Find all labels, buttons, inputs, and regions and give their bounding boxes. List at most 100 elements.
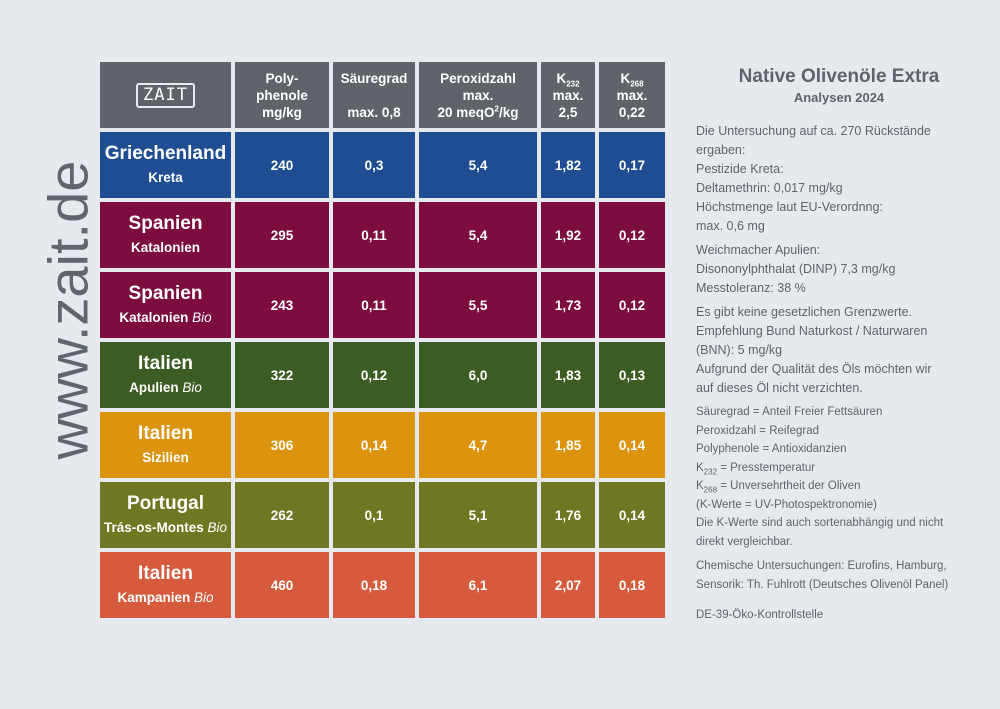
country-name: Griechenland — [104, 143, 227, 164]
bio-label: Bio — [194, 590, 214, 605]
header-peroxidzahl: Peroxidzahl max. 20 meqO2/kg — [419, 62, 537, 128]
analysis-table: ZAIT Poly- phenole mg/kg Säuregrad max. … — [96, 58, 669, 622]
legend-line: direkt vergleichbar. — [696, 535, 793, 548]
text-line: Weichmacher Apulien: — [696, 243, 821, 257]
control-body: DE-39-Öko-Kontrollstelle — [696, 609, 824, 621]
bio-label: Bio — [192, 310, 212, 325]
value-cell: 322 — [235, 342, 329, 408]
value-cell: 0,17 — [599, 132, 665, 198]
region-label: Katalonien Bio — [100, 309, 231, 327]
country-cell: Italien Sizilien — [100, 412, 231, 478]
legend-line: Polyphenole = Antioxidanzien — [696, 443, 847, 455]
value-cell: 0,18 — [599, 552, 665, 618]
country-name: Spanien — [128, 213, 203, 234]
value-cell: 0,12 — [599, 272, 665, 338]
text-line: max. 0,6 mg — [696, 219, 765, 233]
region-name: Katalonien — [119, 310, 189, 325]
country-cell: Portugal Trás-os-Montes Bio — [100, 482, 231, 548]
table-row: Italien Apulien Bio 322 0,12 6,0 1,83 0,13 — [100, 342, 665, 408]
region-name: Sizilien — [142, 450, 189, 465]
value-cell: 6,0 — [419, 342, 537, 408]
text-line: Es gibt keine gesetzlichen Grenzwerte. — [696, 305, 913, 319]
header-text: Peroxidzahl — [440, 70, 516, 86]
legend-line: Peroxidzahl = Reifegrad — [696, 424, 820, 437]
header-superscript: 2 — [494, 104, 499, 113]
logo-cell: ZAIT — [100, 62, 231, 128]
legend-text: = Presstemperatur — [717, 461, 816, 474]
info-panel: Native Olivenöle Extra Analysen 2024 Die… — [696, 64, 982, 631]
value-cell: 5,4 — [419, 132, 537, 198]
value-cell: 5,4 — [419, 202, 537, 268]
legend-text: = Unversehrtheit der Oliven — [717, 480, 861, 492]
bio-label: Bio — [207, 520, 228, 535]
value-cell: 0,14 — [333, 412, 415, 478]
header-polyphenole: Poly- phenole mg/kg — [235, 62, 329, 128]
value-cell: 0,14 — [599, 482, 665, 548]
text-line: ergaben: — [696, 143, 746, 157]
legend-paragraph: Säuregrad = Anteil Freier Fettsäuren Per… — [696, 403, 982, 551]
header-text: K — [556, 70, 567, 86]
text-line: auf dieses Öl nicht verzichten. — [696, 381, 863, 395]
country-name: Italien — [138, 563, 193, 584]
table-row: Spanien Katalonien Bio 243 0,11 5,5 1,73 0,12 — [100, 272, 665, 338]
header-text: 20 meqO — [437, 104, 495, 120]
value-cell: 240 — [235, 132, 329, 198]
value-cell: 0,18 — [333, 552, 415, 618]
value-cell: 0,12 — [599, 202, 665, 268]
value-cell: 1,83 — [541, 342, 595, 408]
header-k268: K268 max. 0,22 — [599, 62, 665, 128]
value-cell: 262 — [235, 482, 329, 548]
value-cell: 1,85 — [541, 412, 595, 478]
header-text: K268 — [599, 70, 665, 89]
table-row: Portugal Trás-os-Montes Bio 262 0,1 5,1 1,76 0… — [100, 482, 665, 548]
country-name: Spanien — [128, 283, 203, 304]
limits-paragraph: Es gibt keine gesetzlichen Grenzwerte. E… — [696, 303, 982, 398]
residue-paragraph: Die Untersuchung auf ca. 270 Rückstände … — [696, 122, 982, 236]
table-body: Griechenland Kreta 240 0,3 5,4 1,82 0,17 Spanie… — [100, 132, 665, 618]
value-cell: 1,92 — [541, 202, 595, 268]
text-line: Messtoleranz: 38 % — [696, 281, 806, 295]
value-cell: 4,7 — [419, 412, 537, 478]
text-line: Höchstmenge laut EU-Verordnng: — [696, 200, 883, 214]
legend-subscript: 268 — [703, 485, 718, 495]
value-cell: 0,11 — [333, 272, 415, 338]
header-text: 20 meqO2/kg — [419, 104, 537, 121]
region-name: Kreta — [148, 170, 183, 185]
plasticizer-paragraph: Weichmacher Apulien: Disononylphthalat (… — [696, 241, 982, 298]
panel-subtitle: Analysen 2024 — [793, 90, 885, 105]
value-cell: 2,07 — [541, 552, 595, 618]
region-name: Kampanien — [117, 590, 191, 605]
table-row: Italien Kampanien Bio 460 0,18 6,1 2,07 0,18 — [100, 552, 665, 618]
header-subscript: 232 — [566, 79, 580, 89]
header-text: mg/kg — [262, 104, 302, 120]
header-k232: K232 max. 2,5 — [541, 62, 595, 128]
legend-line: K232 = Presstemperatur — [696, 461, 816, 476]
table-row: Griechenland Kreta 240 0,3 5,4 1,82 0,17 — [100, 132, 665, 198]
legend-line: K268 = Unversehrtheit der Oliven — [696, 480, 861, 495]
value-cell: 5,1 — [419, 482, 537, 548]
country-cell: Spanien Katalonien Bio — [100, 272, 231, 338]
region-label: Kreta — [100, 169, 231, 187]
text-line: Chemische Untersuchungen: Eurofins, Hamb… — [696, 560, 947, 572]
value-cell: 306 — [235, 412, 329, 478]
header-text: K — [620, 70, 631, 86]
legend-k: K — [696, 480, 704, 492]
country-name: Italien — [138, 423, 193, 444]
header-text: 2,5 — [558, 104, 578, 120]
text-line: (BNN): 5 mg/kg — [696, 343, 783, 357]
region-name: Katalonien — [130, 240, 200, 255]
value-cell: 0,13 — [599, 342, 665, 408]
legend-k: K — [696, 461, 704, 474]
country-cell: Italien Kampanien Bio — [100, 552, 231, 618]
value-cell: 243 — [235, 272, 329, 338]
header-text: K232 — [541, 70, 595, 89]
country-cell: Spanien Katalonien — [100, 202, 231, 268]
header-subscript: 268 — [630, 79, 644, 89]
header-text: max. — [552, 87, 584, 103]
value-cell: 0,12 — [333, 342, 415, 408]
text-line: Deltamethrin: 0,017 mg/kg — [696, 181, 843, 195]
legend-line: Die K-Werte sind auch sortenabhängig und… — [696, 517, 944, 529]
panel-title: Native Olivenöle Extra — [738, 66, 940, 87]
value-cell: 0,11 — [333, 202, 415, 268]
header-text: max. — [616, 87, 648, 103]
